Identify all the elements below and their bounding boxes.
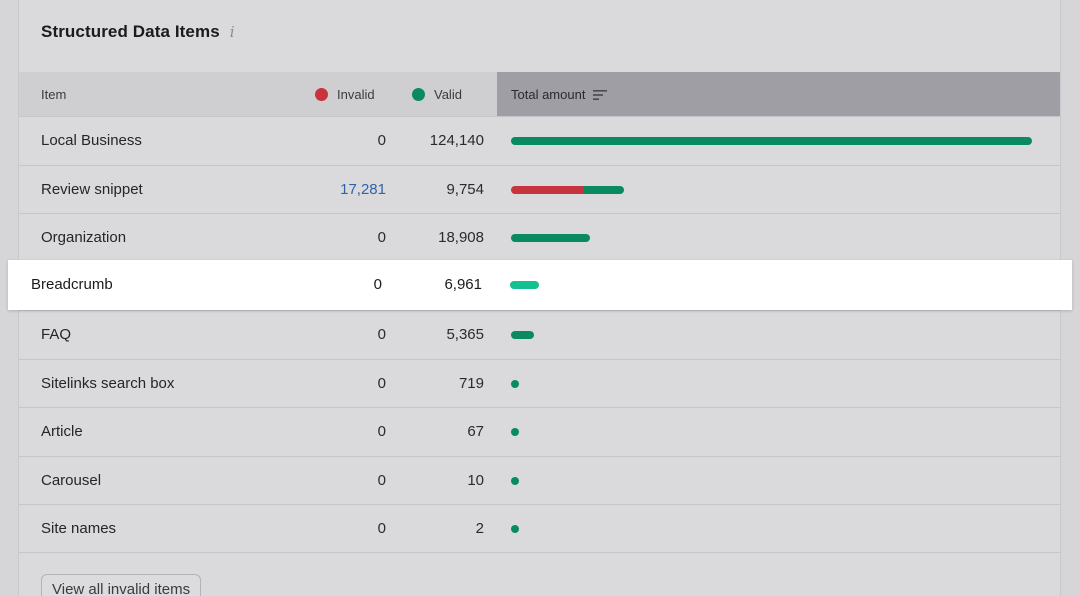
row-valid-count: 18,908	[438, 229, 484, 246]
row-invalid-count: 0	[377, 132, 386, 149]
valid-bar-segment	[511, 428, 519, 436]
table-row[interactable]: Local Business 0 124,140	[19, 116, 1060, 164]
valid-bar-segment	[511, 525, 519, 533]
row-item-name: Carousel	[41, 471, 102, 489]
sort-icon[interactable]	[593, 89, 608, 101]
row-item-name: Site names	[41, 520, 117, 537]
table-row[interactable]: Carousel 0 10	[19, 455, 1060, 504]
valid-bar-segment	[511, 331, 534, 339]
table-row[interactable]: Review snippet 17,281 9,754	[19, 164, 1060, 213]
row-item-name: Article	[41, 423, 83, 440]
info-icon[interactable]: i	[229, 23, 235, 41]
row-valid-count: 67	[467, 423, 484, 440]
total-amount-bar	[511, 234, 590, 242]
total-amount-bar	[510, 281, 539, 289]
valid-bar-segment	[510, 281, 539, 289]
valid-bar-segment	[583, 185, 624, 194]
total-amount-bar	[511, 525, 519, 533]
panel-title: Structured Data Items	[41, 22, 220, 41]
row-valid-count: 2	[475, 520, 484, 537]
column-label-item: Item	[41, 87, 67, 102]
invalid-dot-icon	[315, 88, 328, 101]
row-valid-count: 6,961	[444, 276, 482, 293]
row-item-name: Review snippet	[41, 180, 143, 198]
total-amount-bar	[511, 379, 519, 388]
row-valid-count: 124,140	[429, 132, 484, 149]
row-valid-count: 9,754	[446, 180, 484, 198]
column-header-item: Item	[41, 87, 66, 102]
row-item-name: Local Business	[41, 132, 142, 149]
total-amount-bar	[511, 137, 1032, 145]
row-valid-count: 5,365	[446, 326, 484, 343]
row-item-name: Sitelinks search box	[41, 374, 175, 392]
row-invalid-count: 0	[377, 326, 386, 343]
total-amount-bar	[511, 331, 534, 339]
row-invalid-count: 0	[377, 229, 386, 246]
footer-divider	[19, 552, 1060, 553]
column-header-valid[interactable]: Valid	[412, 87, 462, 102]
panel-header: Structured Data Items i	[41, 22, 235, 42]
row-invalid-count: 0	[377, 374, 386, 392]
row-invalid-count: 0	[373, 276, 382, 293]
valid-bar-segment	[511, 379, 519, 388]
row-item-name: FAQ	[41, 326, 72, 343]
table-row[interactable]: FAQ 0 5,365	[19, 310, 1060, 358]
sorted-column-background	[497, 72, 1060, 116]
valid-dot-icon	[412, 88, 425, 101]
total-amount-bar	[511, 428, 519, 436]
column-label-total-amount: Total amount	[511, 87, 586, 102]
row-item-name: Organization	[41, 229, 127, 246]
table-header: Item Invalid Valid Total amount	[19, 72, 1060, 116]
row-invalid-count: 0	[377, 520, 386, 537]
column-header-total-amount[interactable]: Total amount	[511, 87, 608, 102]
table-row[interactable]: Site names 0 2	[19, 504, 1060, 552]
row-valid-count: 719	[458, 374, 484, 392]
row-item-name: Breadcrumb	[31, 276, 113, 293]
invalid-bar-segment	[511, 185, 583, 194]
row-invalid-count: 0	[377, 471, 386, 489]
total-amount-bar	[511, 476, 519, 485]
row-valid-count: 10	[467, 471, 484, 489]
table-row[interactable]: Organization 0 18,908	[19, 213, 1060, 261]
valid-bar-segment	[511, 137, 1032, 145]
row-invalid-count: 0	[377, 423, 386, 440]
column-label-valid: Valid	[434, 87, 462, 102]
column-label-invalid: Invalid	[337, 87, 375, 102]
table-row[interactable]: Article 0 67	[19, 407, 1060, 455]
valid-bar-segment	[511, 234, 590, 242]
table-row[interactable]: Sitelinks search box 0 719	[19, 358, 1060, 407]
valid-bar-segment	[511, 476, 519, 485]
total-amount-bar	[511, 185, 624, 194]
view-all-invalid-items-button[interactable]: View all invalid items	[41, 574, 202, 596]
table-row[interactable]: Breadcrumb 0 6,961	[8, 260, 1072, 310]
column-header-invalid[interactable]: Invalid	[315, 87, 375, 102]
row-invalid-count[interactable]: 17,281	[340, 180, 386, 198]
